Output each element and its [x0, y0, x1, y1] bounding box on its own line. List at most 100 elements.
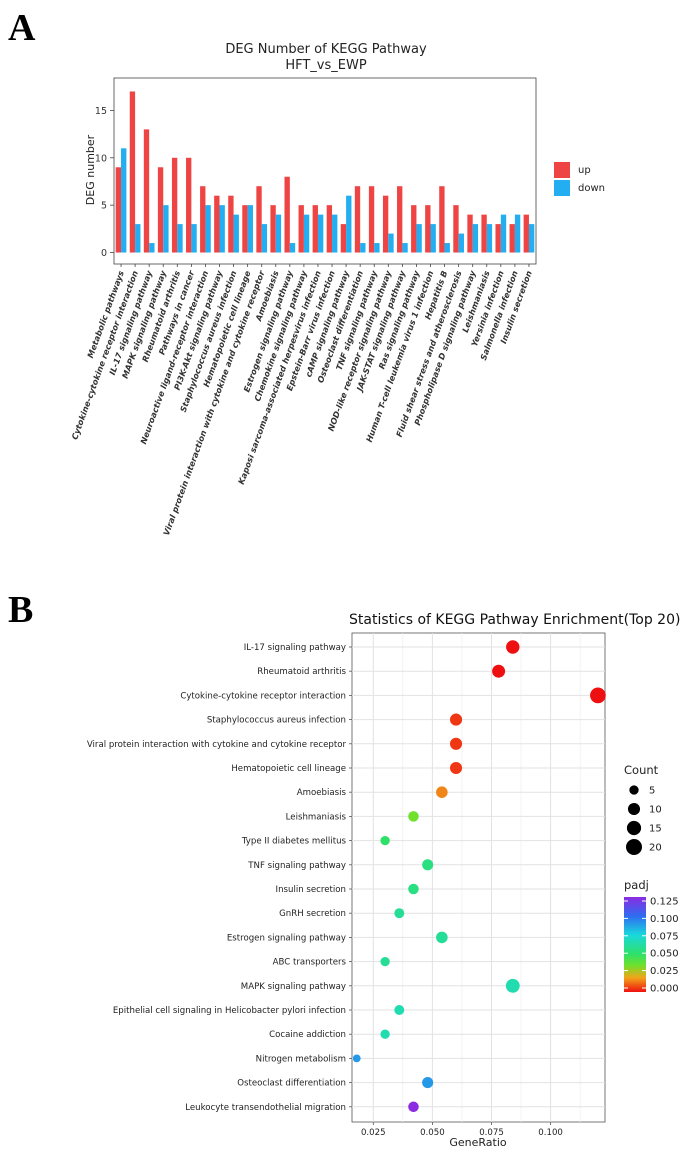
bar-down-salmonella-infection — [514, 214, 521, 253]
panel-a-label: A — [8, 7, 36, 49]
bar-down-tnf-signaling-pathway — [374, 243, 380, 253]
point-viral-protein-interaction-with-cytokine-and-cytokine-receptor — [449, 737, 463, 750]
bar-up-epstein-barr-virus-infection — [326, 205, 333, 253]
bar-down-osteoclast-differentiation — [360, 243, 366, 253]
bar-down-metabolic-pathways — [121, 148, 127, 253]
pathway-label: GnRH secretion — [279, 909, 346, 919]
bar-down-leishmaniasis — [486, 224, 493, 253]
point-nitrogen-metabolism — [352, 1054, 361, 1063]
pathway-label: Amoebiasis — [297, 788, 347, 798]
bar-up-mapk-signaling-pathway — [157, 167, 164, 253]
bar-up-viral-protein-interaction-with-cytokine-and-cytokine-receptor — [256, 186, 262, 253]
bar-down-yersinia-infection — [500, 214, 507, 253]
bar-up-neuroactive-ligand-receptor-interaction — [200, 186, 206, 253]
bar-down-mapk-signaling-pathway — [163, 205, 169, 253]
pathway-label: Hematopoietic cell lineage — [231, 764, 346, 774]
pathway-label: Viral protein interaction with cytokine … — [87, 740, 347, 750]
deg-bar-chart: DEG Number of KEGG Pathway HFT_vs_EWP DE… — [69, 42, 605, 537]
pathway-label: Cocaine addiction — [269, 1030, 346, 1040]
count-legend: Count 5 10 15 20 — [624, 763, 662, 856]
point-type-ii-diabetes-mellitus — [380, 835, 390, 846]
point-hematopoietic-cell-lineage — [449, 761, 463, 775]
point-gnrh-secretion — [394, 908, 405, 919]
point-insulin-secretion — [408, 883, 419, 895]
dot-chart-title: Statistics of KEGG Pathway Enrichment(To… — [349, 612, 680, 628]
bar-up-hepatitis-b — [439, 186, 445, 253]
bar-up-human-t-cell-leukemia-virus-1-infection — [425, 205, 431, 253]
padj-legend-label: 0.000 — [650, 984, 679, 995]
bar-chart-ylabel: DEG number — [84, 134, 97, 205]
bar-up-estrogen-signaling-pathway — [284, 176, 290, 253]
pathway-label: IL-17 signaling pathway — [244, 643, 346, 653]
bar-up-kaposi-sarcoma-associated-herpesvirus-infection — [312, 205, 318, 253]
count-legend-label: 20 — [649, 843, 662, 854]
count-legend-label: 15 — [649, 824, 662, 835]
legend-up-label: up — [578, 165, 591, 176]
bar-down-nod-like-receptor-signaling-pathway — [388, 233, 394, 253]
padj-legend-label: 0.050 — [650, 949, 679, 960]
dot-plot-panel — [351, 632, 606, 1123]
legend-down-swatch — [554, 180, 570, 196]
bar-down-amoebiasis — [275, 214, 282, 253]
pathway-label: Estrogen signaling pathway — [227, 933, 346, 943]
count-legend-dot — [626, 820, 642, 836]
bar-chart-title: DEG Number of KEGG Pathway — [225, 42, 427, 57]
point-leishmaniasis — [408, 811, 419, 822]
point-estrogen-signaling-pathway — [436, 931, 448, 944]
bar-up-ras-signaling-pathway — [411, 205, 417, 253]
point-cytokine-cytokine-receptor-interaction — [590, 687, 606, 704]
bar-down-il-17-signaling-pathway — [149, 243, 155, 253]
bar-down-hematopoietic-cell-lineage — [247, 205, 253, 253]
pathway-label: Osteoclast differentiation — [237, 1079, 346, 1089]
bar-up-phospholipase-d-signaling-pathway — [467, 214, 473, 253]
bar-down-kaposi-sarcoma-associated-herpesvirus-infection — [317, 214, 324, 253]
bar-up-rheumatoid-arthritis — [171, 157, 178, 253]
pathway-label: Rheumatoid arthritis — [257, 667, 346, 677]
point-tnf-signaling-pathway — [422, 859, 434, 871]
x-tick-label: 0.075 — [479, 1128, 504, 1138]
point-amoebiasis — [436, 786, 448, 798]
y-tick-label: 15 — [95, 106, 107, 117]
padj-legend: padj 0.125 0.100 0.075 0.050 0.025 0.000 — [624, 878, 679, 995]
pathway-label: Nitrogen metabolism — [256, 1054, 346, 1064]
count-legend-dot — [627, 802, 641, 816]
point-epithelial-cell-signaling-in-helicobacter-pylori-infection — [394, 1005, 405, 1015]
bar-down-phospholipase-d-signaling-pathway — [472, 224, 479, 253]
dot-chart-xlabel: GeneRatio — [449, 1136, 507, 1149]
pathway-label: Epithelial cell signaling in Helicobacte… — [113, 1006, 346, 1016]
padj-legend-label: 0.075 — [650, 931, 679, 942]
bar-up-metabolic-pathways — [115, 167, 122, 253]
y-tick-label: 0 — [101, 248, 107, 259]
point-cocaine-addiction — [380, 1029, 390, 1039]
padj-legend-label: 0.125 — [650, 897, 679, 908]
kegg-enrichment-dotplot: Statistics of KEGG Pathway Enrichment(To… — [87, 612, 681, 1149]
bar-up-fluid-shear-stress-and-atherosclerosis — [453, 205, 459, 253]
bar-up-osteoclast-differentiation — [354, 186, 361, 253]
bar-down-human-t-cell-leukemia-virus-1-infection — [430, 224, 436, 253]
point-leukocyte-transendothelial-migration — [408, 1101, 419, 1113]
bar-up-leishmaniasis — [481, 214, 487, 253]
bar-up-il-17-signaling-pathway — [143, 129, 150, 253]
pathway-label: Leukocyte transendothelial migration — [185, 1103, 346, 1113]
bar-down-fluid-shear-stress-and-atherosclerosis — [458, 233, 464, 253]
count-legend-label: 10 — [649, 805, 662, 816]
bar-up-pathways-in-cancer — [186, 157, 192, 253]
bar-down-epstein-barr-virus-infection — [332, 214, 338, 253]
bar-up-insulin-secretion — [523, 214, 529, 253]
bar-up-jak-stat-signaling-pathway — [397, 186, 403, 253]
y-tick-label: 5 — [101, 201, 107, 212]
bar-down-insulin-secretion — [528, 224, 535, 253]
bar-down-ras-signaling-pathway — [416, 224, 422, 253]
bar-up-camp-signaling-pathway — [340, 224, 347, 253]
point-mapk-signaling-pathway — [505, 978, 520, 993]
x-tick-label: 0.050 — [420, 1128, 445, 1138]
padj-legend-label: 0.100 — [650, 914, 679, 925]
bar-down-viral-protein-interaction-with-cytokine-and-cytokine-receptor — [261, 224, 268, 253]
pathway-label: TNF signaling pathway — [247, 861, 346, 871]
bar-plot-frame — [113, 77, 537, 265]
panel-b-label: B — [8, 589, 33, 631]
bar-down-cytokine-cytokine-receptor-interaction — [135, 224, 141, 253]
bar-down-chemokine-signaling-pathway — [303, 214, 310, 253]
pathway-label: Staphylococcus aureus infection — [207, 716, 346, 726]
